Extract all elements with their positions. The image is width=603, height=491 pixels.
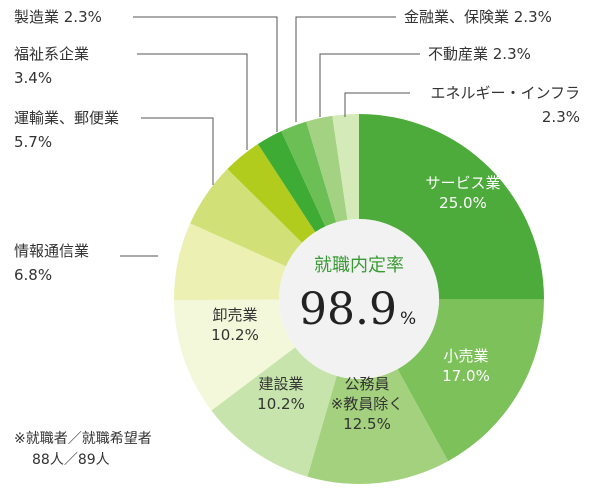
- slice-金融業-保険業: [281, 121, 337, 227]
- slice-label: 小売業: [443, 347, 488, 365]
- center-disc: [279, 219, 439, 379]
- slice-label: 運輸業、郵便業: [14, 109, 119, 127]
- slice-value-label: 25.0%: [439, 194, 487, 212]
- slice-福祉系企業: [227, 144, 316, 243]
- leader-line: [133, 16, 278, 132]
- center-unit: %: [400, 309, 416, 329]
- slice-label: 不動産業 2.3%: [428, 45, 531, 63]
- slice-value-label: 17.0%: [442, 367, 490, 385]
- slice-卸売業: [174, 299, 296, 411]
- slice-label: 公務員: [344, 375, 389, 393]
- slice-運輸業-郵便業: [190, 169, 303, 267]
- slice-value-label: 12.5%: [343, 415, 391, 433]
- slice-公務員-教員除く: [307, 369, 449, 484]
- leader-line: [344, 92, 410, 117]
- leader-line: [295, 16, 396, 122]
- slice-label: 製造業 2.3%: [14, 8, 102, 26]
- slice-不動産業: [306, 115, 348, 223]
- slice-建設業: [211, 347, 337, 477]
- slice-label: 建設業: [258, 375, 303, 393]
- footnote: ※就職者／就職希望者 88人／89人: [14, 429, 152, 471]
- slice-value-label: 2.3%: [542, 108, 580, 126]
- slice-label: 福祉系企業: [14, 45, 89, 63]
- slice-label: 情報通信業: [14, 242, 89, 260]
- footnote-line-1: ※就職者／就職希望者: [14, 431, 152, 447]
- footnote-line-2: 88人／89人: [32, 452, 110, 468]
- slice-小売業: [397, 299, 544, 462]
- slice-label: サービス業: [425, 174, 500, 192]
- slice-label: ※教員除く: [331, 395, 404, 413]
- slice-label: エネルギー・インフラ: [430, 84, 580, 102]
- slice-情報通信業: [174, 223, 286, 301]
- slice-value-label: 10.2%: [211, 326, 259, 344]
- slice-label: 卸売業: [212, 306, 257, 324]
- leader-line: [141, 117, 214, 185]
- slice-value-label: 10.2%: [257, 395, 305, 413]
- leader-line: [137, 53, 248, 150]
- leader-line: [319, 53, 420, 117]
- slice-value-label: 6.8%: [14, 266, 52, 284]
- slice-エネルギー・インフラ: [332, 114, 359, 220]
- center-label: 就職内定率: [314, 255, 404, 276]
- slice-label: 金融業、保険業 2.3%: [404, 8, 552, 26]
- slice-value-label: 3.4%: [14, 69, 52, 87]
- slice-製造業: [257, 131, 326, 232]
- center-value: 98.9: [299, 284, 397, 335]
- slice-value-label: 5.7%: [14, 133, 52, 151]
- slice-サービス業: [359, 114, 544, 299]
